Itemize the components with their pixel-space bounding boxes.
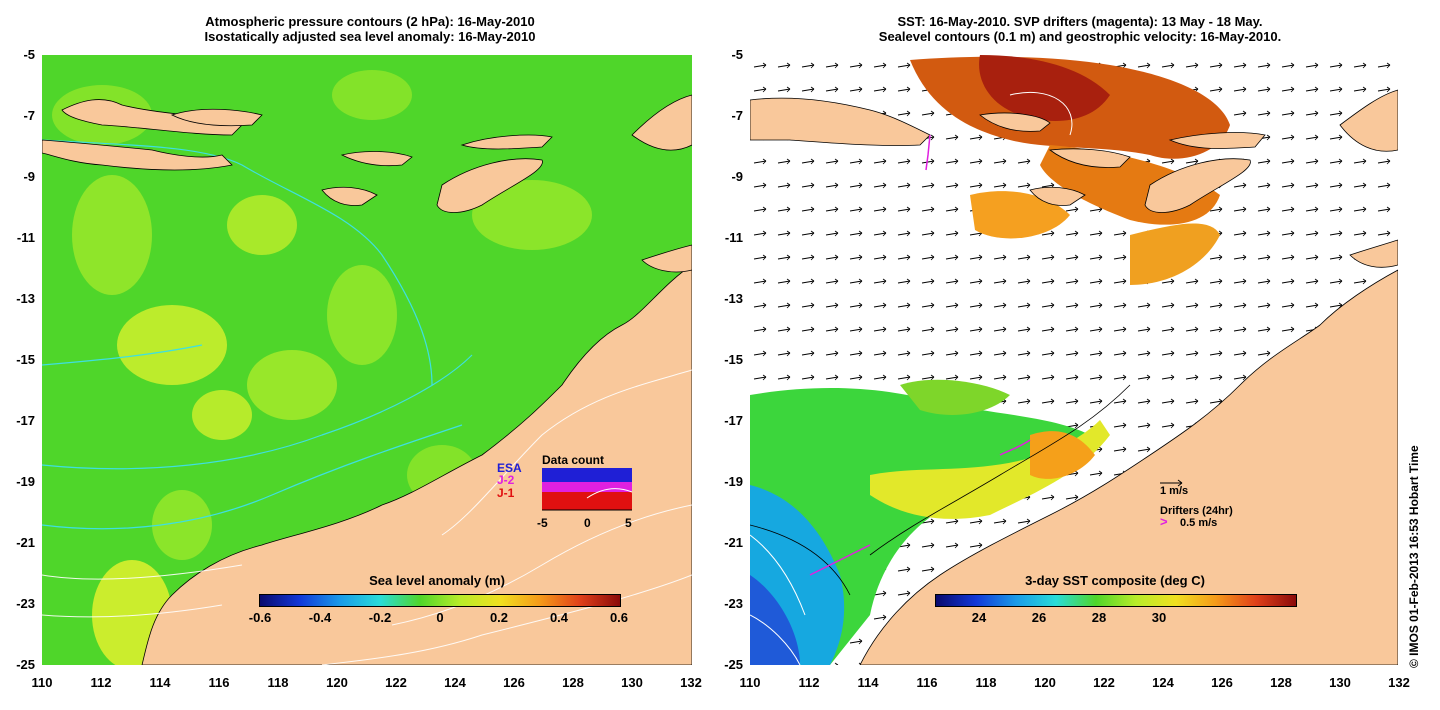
- right-ytick: -19: [724, 474, 743, 489]
- sst-map: 1 m/s Drifters (24hr) > 0.5 m/s 3-day SS…: [750, 55, 1398, 665]
- left-ytick: -5: [23, 47, 35, 62]
- pressure-contours: [42, 139, 473, 530]
- left-xtick: 114: [149, 675, 171, 690]
- sst-colorbar: [935, 594, 1297, 607]
- right-ytick: -17: [724, 413, 743, 428]
- right-ytick: -5: [731, 47, 743, 62]
- left-xtick: 116: [208, 675, 230, 690]
- sla-tick-3: -0.2: [368, 610, 392, 625]
- right-xtick: 124: [1152, 675, 1174, 690]
- sealevel-contours-white: [750, 91, 1073, 665]
- credit-text: © IMOS 01-Feb-2013 16:53 Hobart Time: [1407, 445, 1421, 668]
- right-xtick: 118: [975, 675, 997, 690]
- left-xtick: 128: [562, 675, 584, 690]
- right-ytick: -23: [724, 596, 743, 611]
- left-xtick: 132: [680, 675, 702, 690]
- sla-tick-7: 0.6: [609, 610, 629, 625]
- sst-map-graphic: [750, 55, 1398, 665]
- left-xtick: 126: [503, 675, 525, 690]
- sla-tick-5: 0.2: [489, 610, 509, 625]
- drifters-label: Drifters (24hr): [1160, 505, 1233, 517]
- sla-tick-1: -0.6: [248, 610, 272, 625]
- left-ytick: -25: [16, 657, 35, 672]
- left-xtick: 120: [326, 675, 348, 690]
- sla-colorbar-label: Sea level anomaly (m): [369, 573, 505, 588]
- sst-tick-3: 28: [1091, 610, 1107, 625]
- data-count-bars: [542, 468, 633, 511]
- sst-land-masses: [750, 89, 1398, 665]
- left-ytick: -9: [23, 169, 35, 184]
- right-xtick: 110: [739, 675, 761, 690]
- left-ytick: -13: [16, 291, 35, 306]
- left-xtick: 122: [385, 675, 407, 690]
- legend-xtick-5: 5: [625, 516, 632, 530]
- legend-xtick-0: 0: [584, 516, 591, 530]
- velocity-scale-label: 1 m/s: [1160, 485, 1189, 497]
- land-contours: [42, 369, 692, 665]
- drifter-marker-icon: >: [1160, 514, 1168, 529]
- right-ytick: -11: [724, 230, 743, 245]
- sst-southwest-region: [750, 379, 1110, 665]
- right-xtick: 122: [1093, 675, 1115, 690]
- sea-level-anomaly-map: Data count ESA J-2 J-1 -5 0 5 Sea level …: [42, 55, 692, 665]
- legend-esa: ESA: [497, 461, 522, 475]
- sla-tick-4: 0: [436, 610, 444, 625]
- left-title-line1: Atmospheric pressure contours (2 hPa): 1…: [205, 14, 535, 29]
- velocity-scale-arrow: [1160, 479, 1183, 487]
- sst-tick-2: 26: [1031, 610, 1047, 625]
- left-ytick: -17: [16, 413, 35, 428]
- right-title-line1: SST: 16-May-2010. SVP drifters (magenta)…: [897, 14, 1263, 29]
- left-title-line2: Isostatically adjusted sea level anomaly…: [204, 29, 536, 44]
- right-ytick: -15: [724, 352, 743, 367]
- right-xtick: 132: [1388, 675, 1410, 690]
- left-ytick: -11: [16, 230, 35, 245]
- right-xtick: 112: [798, 675, 820, 690]
- left-ytick: -23: [16, 596, 35, 611]
- sla-tick-2: -0.4: [308, 610, 332, 625]
- right-xtick: 120: [1034, 675, 1056, 690]
- right-ytick: -9: [731, 169, 743, 184]
- right-xtick: 128: [1270, 675, 1292, 690]
- right-ytick: -13: [724, 291, 743, 306]
- legend-xtick-neg5: -5: [537, 516, 548, 530]
- right-xtick: 126: [1211, 675, 1233, 690]
- left-ytick: -7: [23, 108, 35, 123]
- right-ytick: -25: [724, 657, 743, 672]
- left-xtick: 124: [444, 675, 466, 690]
- drifter-tracks: [809, 134, 1031, 576]
- right-ytick: -7: [731, 108, 743, 123]
- sst-tick-4: 30: [1151, 610, 1167, 625]
- sst-colorbar-label: 3-day SST composite (deg C): [1025, 573, 1205, 588]
- legend-j2: J-2: [497, 473, 515, 487]
- left-xtick: 112: [90, 675, 112, 690]
- left-ytick: -15: [16, 352, 35, 367]
- left-ytick: -21: [16, 535, 35, 550]
- left-xtick: 110: [31, 675, 53, 690]
- sst-tick-1: 24: [971, 610, 987, 625]
- right-title: SST: 16-May-2010. SVP drifters (magenta)…: [740, 14, 1420, 44]
- sla-colorbar: [259, 594, 621, 607]
- legend-j1: J-1: [497, 486, 515, 500]
- left-xtick: 118: [267, 675, 289, 690]
- right-xtick: 116: [916, 675, 938, 690]
- sealevel-contours: [750, 384, 1131, 596]
- land-masses: [42, 94, 692, 665]
- right-xtick: 130: [1329, 675, 1351, 690]
- left-xtick: 130: [621, 675, 643, 690]
- left-ytick: -19: [16, 474, 35, 489]
- sea-level-anomaly-map-graphic: [42, 70, 692, 665]
- left-title: Atmospheric pressure contours (2 hPa): 1…: [60, 14, 680, 44]
- right-xtick: 114: [857, 675, 879, 690]
- right-title-line2: Sealevel contours (0.1 m) and geostrophi…: [878, 29, 1282, 44]
- drifters-scale-label: 0.5 m/s: [1180, 517, 1218, 529]
- data-count-legend: Data count ESA J-2 J-1 -5 0 5: [497, 453, 647, 533]
- right-ytick: -21: [724, 535, 743, 550]
- data-count-title: Data count: [542, 453, 605, 467]
- anomaly-patches: [52, 70, 592, 665]
- sla-tick-6: 0.4: [549, 610, 569, 625]
